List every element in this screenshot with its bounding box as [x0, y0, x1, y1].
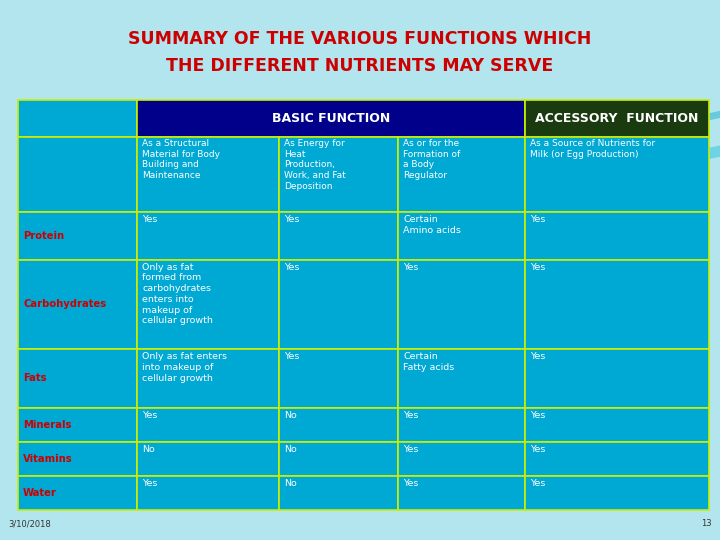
Text: Yes: Yes	[530, 215, 545, 224]
Text: Only as fat enters
into makeup of
cellular growth: Only as fat enters into makeup of cellul…	[142, 352, 227, 383]
Text: 3/10/2018: 3/10/2018	[9, 519, 51, 528]
Bar	[279, 476, 398, 510]
Bar	[525, 100, 709, 137]
Text: Yes: Yes	[142, 411, 158, 420]
Bar	[398, 260, 525, 349]
Text: ACCESSORY  FUNCTION: ACCESSORY FUNCTION	[536, 112, 698, 125]
Text: Yes: Yes	[530, 411, 545, 420]
Bar	[525, 476, 709, 510]
Text: Yes: Yes	[403, 411, 418, 420]
Bar	[137, 137, 279, 212]
Text: Yes: Yes	[530, 445, 545, 454]
Text: As Energy for
Heat
Production,
Work, and Fat
Deposition: As Energy for Heat Production, Work, and…	[284, 139, 346, 191]
Text: As a Source of Nutrients for
Milk (or Egg Production): As a Source of Nutrients for Milk (or Eg…	[530, 139, 655, 159]
Bar	[398, 408, 525, 442]
Text: THE DIFFERENT NUTRIENTS MAY SERVE: THE DIFFERENT NUTRIENTS MAY SERVE	[166, 57, 554, 75]
Text: Yes: Yes	[142, 480, 158, 488]
Text: Carbohydrates: Carbohydrates	[23, 299, 106, 309]
Text: No: No	[284, 480, 297, 488]
Bar	[279, 349, 398, 408]
Bar	[18, 137, 137, 212]
Text: Yes: Yes	[530, 352, 545, 361]
Bar	[18, 442, 137, 476]
Bar	[137, 476, 279, 510]
Bar	[18, 408, 137, 442]
Bar	[137, 100, 525, 137]
Text: No: No	[284, 445, 297, 454]
Text: Vitamins: Vitamins	[23, 454, 73, 464]
Text: 13: 13	[701, 519, 711, 528]
Bar	[525, 260, 709, 349]
Bar	[398, 349, 525, 408]
Text: Yes: Yes	[284, 352, 300, 361]
Bar	[0, 0, 720, 100]
Bar	[398, 212, 525, 260]
Bar	[279, 442, 398, 476]
Text: Yes: Yes	[403, 263, 418, 272]
Text: Minerals: Minerals	[23, 420, 71, 430]
Text: Protein: Protein	[23, 231, 64, 241]
Bar	[137, 212, 279, 260]
Bar	[18, 260, 137, 349]
Text: Yes: Yes	[142, 215, 158, 224]
Text: No: No	[284, 411, 297, 420]
Text: Yes: Yes	[284, 263, 300, 272]
Bar	[279, 408, 398, 442]
Text: No: No	[142, 445, 155, 454]
Text: Yes: Yes	[530, 263, 545, 272]
Text: Certain
Fatty acids: Certain Fatty acids	[403, 352, 454, 372]
Text: As a Structural
Material for Body
Building and
Maintenance: As a Structural Material for Body Buildi…	[142, 139, 220, 180]
Bar	[525, 408, 709, 442]
Text: Yes: Yes	[403, 480, 418, 488]
Bar	[525, 212, 709, 260]
Bar	[137, 349, 279, 408]
Text: Yes: Yes	[284, 215, 300, 224]
Bar	[137, 408, 279, 442]
Bar	[279, 260, 398, 349]
Bar	[18, 476, 137, 510]
Text: SUMMARY OF THE VARIOUS FUNCTIONS WHICH: SUMMARY OF THE VARIOUS FUNCTIONS WHICH	[128, 30, 592, 48]
Text: Water: Water	[23, 488, 57, 498]
Text: Certain
Amino acids: Certain Amino acids	[403, 215, 461, 235]
Bar	[525, 349, 709, 408]
Bar	[18, 100, 137, 137]
Bar	[279, 137, 398, 212]
Bar	[137, 260, 279, 349]
Text: As or for the
Formation of
a Body
Regulator: As or for the Formation of a Body Regula…	[403, 139, 461, 180]
Text: Fats: Fats	[23, 373, 47, 383]
Text: Yes: Yes	[403, 445, 418, 454]
Bar	[279, 212, 398, 260]
Bar	[398, 442, 525, 476]
Bar	[398, 476, 525, 510]
Bar	[525, 442, 709, 476]
Bar	[18, 212, 137, 260]
Text: Yes: Yes	[530, 480, 545, 488]
Bar	[18, 349, 137, 408]
Text: Only as fat
formed from
carbohydrates
enters into
makeup of
cellular growth: Only as fat formed from carbohydrates en…	[142, 263, 213, 326]
Text: BASIC FUNCTION: BASIC FUNCTION	[272, 112, 390, 125]
Bar	[525, 137, 709, 212]
Bar	[137, 442, 279, 476]
Bar	[398, 137, 525, 212]
